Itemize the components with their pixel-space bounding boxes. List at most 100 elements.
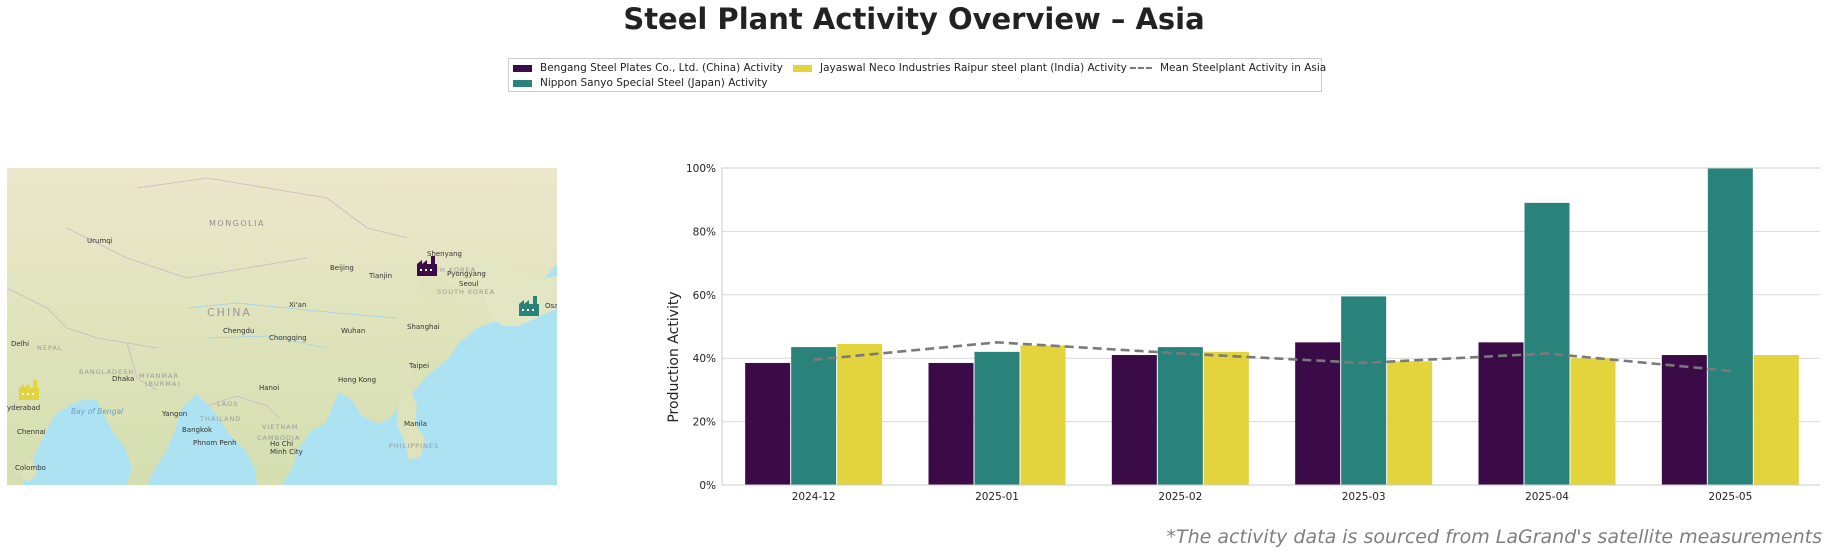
- map-label-north-korea: TH KOREA: [434, 266, 476, 274]
- legend-label-jayaswal: Jayaswal Neco Industries Raipur steel pl…: [820, 62, 1127, 74]
- map-label-burma: (BURMA): [145, 380, 181, 388]
- legend-label-mean: Mean Steelplant Activity in Asia: [1160, 62, 1327, 74]
- y-tick-label: 40%: [693, 353, 716, 365]
- map-city-hong-kong: Hong Kong: [338, 376, 376, 384]
- legend-item-bengang: Bengang Steel Plates Co., Ltd. (China) A…: [513, 62, 783, 74]
- map-city-osaka: Osa: [545, 302, 557, 310]
- y-tick-label: 20%: [693, 417, 716, 429]
- map-city-taipei: Taipei: [408, 362, 429, 370]
- map-svg: MONGOLIA CHINA NEPAL BANGLADESH MYANMAR …: [7, 168, 557, 485]
- map-city-hanoi: Hanoi: [259, 384, 279, 392]
- bar-jayaswal: [1020, 345, 1066, 485]
- y-tick-label: 100%: [686, 163, 716, 175]
- map-city-wuhan: Wuhan: [341, 327, 365, 335]
- map-city-labels: Urumqi Beijing Tianjin Shenyang Pyongyan…: [7, 237, 557, 472]
- bar-jayaswal: [1203, 351, 1249, 485]
- map-label-vietnam: VIETNAM: [262, 423, 298, 431]
- map-label-mongolia: MONGOLIA: [209, 219, 265, 228]
- bar-jayaswal: [1753, 355, 1799, 485]
- legend-swatch-nippon: [513, 79, 532, 87]
- map-philippines: [397, 390, 425, 460]
- legend-item-mean: Mean Steelplant Activity in Asia: [1130, 62, 1326, 74]
- legend-label-bengang: Bengang Steel Plates Co., Ltd. (China) A…: [540, 62, 783, 74]
- legend-swatch-jayaswal: [793, 64, 812, 72]
- map-srilanka: [22, 460, 37, 482]
- x-tick-label: 2025-05: [1708, 491, 1752, 500]
- map-label-philippines: PHILIPPINES: [389, 442, 439, 450]
- bar-bengang: [1295, 342, 1341, 485]
- map-city-manila: Manila: [404, 420, 427, 428]
- map-city-xian: Xi'an: [289, 301, 306, 309]
- factory-icon-bengang: [417, 256, 437, 276]
- map-label-bangladesh: BANGLADESH: [79, 368, 134, 376]
- map-label-laos: LAOS: [217, 400, 238, 408]
- bar-nippon: [1157, 347, 1203, 485]
- map-city-chongqing: Chongqing: [269, 334, 307, 342]
- map-label-thailand: THAILAND: [199, 415, 241, 423]
- bars-layer: [745, 168, 1799, 485]
- legend-item-nippon: Nippon Sanyo Special Steel (Japan) Activ…: [513, 77, 767, 89]
- map-city-colombo: Colombo: [15, 464, 46, 472]
- grid-layer: [722, 167, 1822, 486]
- bar-nippon: [974, 351, 1020, 485]
- plot-frame: [721, 167, 1823, 486]
- map-label-china: CHINA: [207, 306, 252, 319]
- map-city-pyongyang: Pyongyang: [447, 270, 486, 278]
- chart-panel: 0% 20% 40% 60% 80% 100% 2024-12 2025-01 2025-02 2…: [660, 160, 1823, 504]
- map-label-nepal: NEPAL: [37, 344, 63, 352]
- map-korea: [417, 276, 457, 326]
- source-note: *The activity data is sourced from LaGra…: [1166, 526, 1822, 548]
- y-axis-label: Production Activity: [666, 291, 682, 422]
- x-tick-label: 2025-01: [975, 491, 1019, 500]
- x-tick-label: 2025-02: [1158, 491, 1202, 500]
- map-city-ho-chi: Ho Chi: [270, 440, 293, 448]
- bar-jayaswal: [1570, 358, 1616, 485]
- map-city-bangkok: Bangkok: [182, 426, 213, 434]
- map-land: [7, 168, 557, 485]
- map-city-chennai: Chennai: [17, 428, 46, 436]
- factory-icon-nippon: [519, 296, 539, 316]
- map-city-urumqi: Urumqi: [87, 237, 113, 245]
- legend-swatch-bengang: [513, 64, 532, 72]
- map-city-phnom-penh: Phnom Penh: [193, 439, 237, 447]
- map-city-hyderabad: yderabad: [7, 404, 40, 412]
- map-rivers: [186, 302, 398, 349]
- x-tick-label: 2025-03: [1342, 491, 1386, 500]
- map-city-shanghai: Shanghai: [407, 323, 440, 331]
- bar-nippon: [791, 347, 837, 485]
- bar-nippon: [1524, 202, 1570, 485]
- bar-bengang: [1111, 355, 1157, 485]
- bar-jayaswal: [837, 343, 883, 485]
- bar-jayaswal: [1387, 361, 1433, 485]
- map-borders: [7, 177, 408, 419]
- y-tick-label: 80%: [693, 226, 716, 238]
- legend-label-nippon: Nippon Sanyo Special Steel (Japan) Activ…: [540, 77, 768, 89]
- map-city-minh-city: Minh City: [270, 448, 303, 456]
- map-city-beijing: Beijing: [330, 264, 354, 272]
- x-tick-label: 2024-12: [792, 491, 836, 500]
- chart-svg: 0% 20% 40% 60% 80% 100% 2024-12 2025-01 2025-02 2…: [666, 163, 1823, 503]
- bar-nippon: [1707, 168, 1753, 485]
- x-tick-label: 2025-04: [1525, 491, 1569, 500]
- bar-bengang: [928, 362, 974, 485]
- map-label-cambodia: CAMBODIA: [257, 434, 300, 442]
- bar-bengang: [1478, 342, 1524, 485]
- map-label-myanmar: MYANMAR: [139, 372, 179, 380]
- map-city-chengdu: Chengdu: [223, 327, 254, 335]
- map-label-bay-of-bengal: Bay of Bengal: [71, 407, 124, 416]
- map-city-seoul: Seoul: [459, 280, 478, 288]
- map-city-tianjin: Tianjin: [368, 272, 392, 280]
- bar-nippon: [1341, 296, 1387, 485]
- legend-dash-mean: [1130, 67, 1152, 69]
- y-tick-label: 0%: [699, 480, 716, 492]
- map-label-south-korea: SOUTH KOREA: [437, 288, 495, 296]
- map-taiwan: [401, 358, 413, 380]
- bar-bengang: [745, 362, 791, 485]
- bar-bengang: [1661, 355, 1707, 485]
- map-city-shenyang: Shenyang: [427, 250, 462, 258]
- map-city-yangon: Yangon: [161, 410, 187, 418]
- map-city-delhi: Delhi: [11, 340, 29, 348]
- chart-title: Steel Plant Activity Overview – Asia: [623, 2, 1205, 36]
- legend-item-jayaswal: Jayaswal Neco Industries Raipur steel pl…: [793, 62, 1127, 74]
- legend: Bengang Steel Plates Co., Ltd. (China) A…: [508, 58, 1326, 92]
